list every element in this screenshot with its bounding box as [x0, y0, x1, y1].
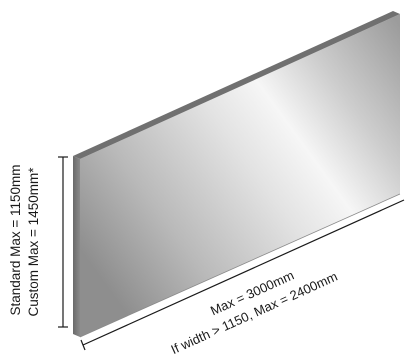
standard-height-label: Standard Max = 1150mm	[8, 165, 23, 316]
panel-top-edge	[73, 11, 400, 159]
custom-height-label: Custom Max = 1450mm*	[26, 167, 41, 317]
height-dimension	[58, 156, 68, 328]
width-dimension-line	[82, 199, 405, 346]
width-dimension	[80, 199, 405, 351]
panel	[73, 11, 401, 338]
panel-left-edge	[73, 156, 80, 337]
width-dimension-tick-left	[80, 339, 86, 351]
panel-front-face	[80, 14, 400, 337]
panel-bottom-line	[79, 193, 401, 338]
